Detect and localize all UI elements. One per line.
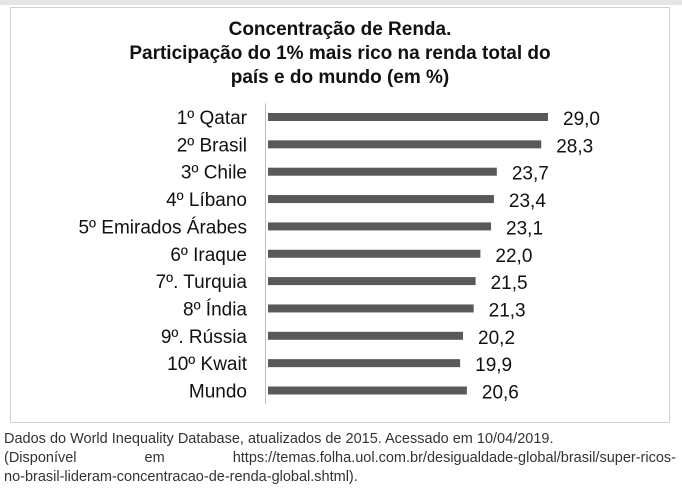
source-line-2: (Disponível em https://temas.folha.uol.c… xyxy=(4,450,676,466)
bar xyxy=(268,113,548,121)
bar xyxy=(268,140,542,149)
bar xyxy=(268,249,481,258)
category-label: 7º. Turquia xyxy=(156,272,248,293)
bar-chart: 1º Qatar 29,0 2º Brasil 28,3 3º Chile 23,7 4º … xyxy=(78,103,600,405)
title-line-2: Participação do 1% mais rico na renda to… xyxy=(129,43,551,64)
value-label: 23,7 xyxy=(512,164,549,185)
value-label: 20,6 xyxy=(482,383,519,404)
value-label: 21,5 xyxy=(491,273,528,294)
bar xyxy=(268,222,492,231)
bar xyxy=(268,277,476,286)
category-label: 8º Índia xyxy=(183,299,247,320)
value-label: 19,9 xyxy=(475,355,512,376)
category-label: 10º Kwait xyxy=(167,354,248,375)
top-band xyxy=(0,0,682,5)
chart-frame xyxy=(10,7,670,423)
bar xyxy=(268,195,494,204)
bar xyxy=(268,167,497,176)
category-label: 2º Brasil xyxy=(177,135,247,156)
category-label: 4º Líbano xyxy=(166,190,247,211)
value-label: 21,3 xyxy=(489,300,526,321)
category-label: 9º. Rússia xyxy=(161,327,248,348)
source-line-1: Dados do World Inequality Database, atua… xyxy=(4,431,554,447)
value-label: 23,4 xyxy=(509,191,546,212)
source-line-3: no-brasil-lideram-concentracao-de-renda-… xyxy=(4,469,358,485)
bar xyxy=(268,359,461,368)
chart-title: Concentração de Renda. Participação do 1… xyxy=(10,18,670,90)
category-label: 5º Emirados Árabes xyxy=(78,217,247,238)
category-label: 3º Chile xyxy=(181,163,247,184)
category-label: 6º Iraque xyxy=(170,245,247,266)
category-label: 1º Qatar xyxy=(177,108,248,129)
value-label: 20,2 xyxy=(478,328,515,349)
bar xyxy=(268,386,467,395)
value-label: 29,0 xyxy=(563,109,600,130)
bar xyxy=(268,304,474,313)
bar xyxy=(268,331,464,340)
value-label: 23,1 xyxy=(506,218,543,239)
category-label: Mundo xyxy=(189,382,247,403)
source-note: Dados do World Inequality Database, atua… xyxy=(4,430,676,487)
title-line-3: país e do mundo (em %) xyxy=(230,67,450,88)
value-label: 28,3 xyxy=(556,136,593,157)
title-line-1: Concentração de Renda. xyxy=(228,19,452,40)
value-label: 22,0 xyxy=(495,246,532,267)
